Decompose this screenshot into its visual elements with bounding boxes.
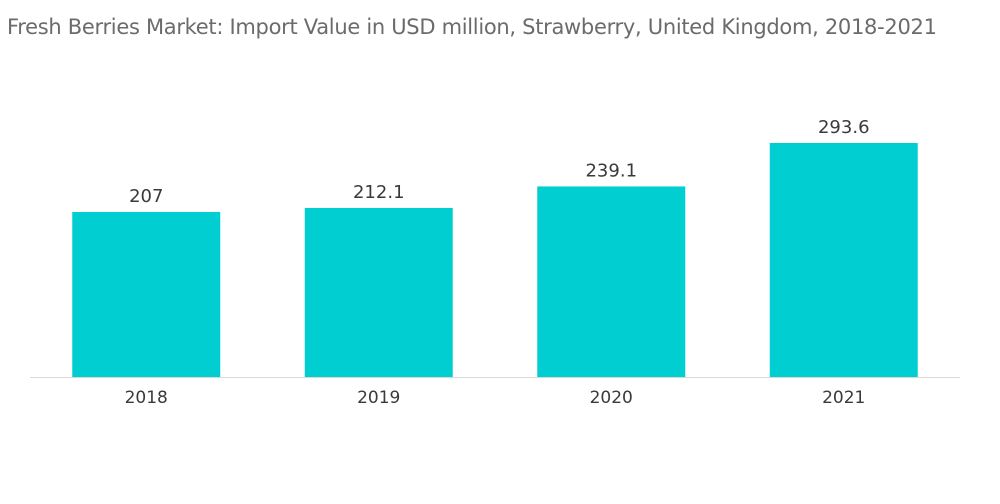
x-tick-label-2018: 2018 <box>125 388 168 408</box>
x-tick-label-2020: 2020 <box>590 388 633 408</box>
bar-2021 <box>769 143 918 377</box>
bar-2018 <box>72 212 221 377</box>
data-label-2020: 239.1 <box>585 160 637 181</box>
data-label-2019: 212.1 <box>353 182 405 203</box>
x-axis-tick-labels: 2018 2019 2020 2021 <box>125 388 866 408</box>
x-tick-label-2021: 2021 <box>822 388 865 408</box>
data-label-2018: 207 <box>129 186 163 207</box>
x-tick-label-2019: 2019 <box>357 388 400 408</box>
bar-2020 <box>537 186 686 377</box>
bars <box>72 143 918 377</box>
data-labels: 207 212.1 239.1 293.6 <box>129 117 869 207</box>
chart-title: Fresh Berries Market: Import Value in US… <box>7 15 937 39</box>
data-label-2021: 293.6 <box>818 117 870 138</box>
bar-2019 <box>304 207 453 377</box>
